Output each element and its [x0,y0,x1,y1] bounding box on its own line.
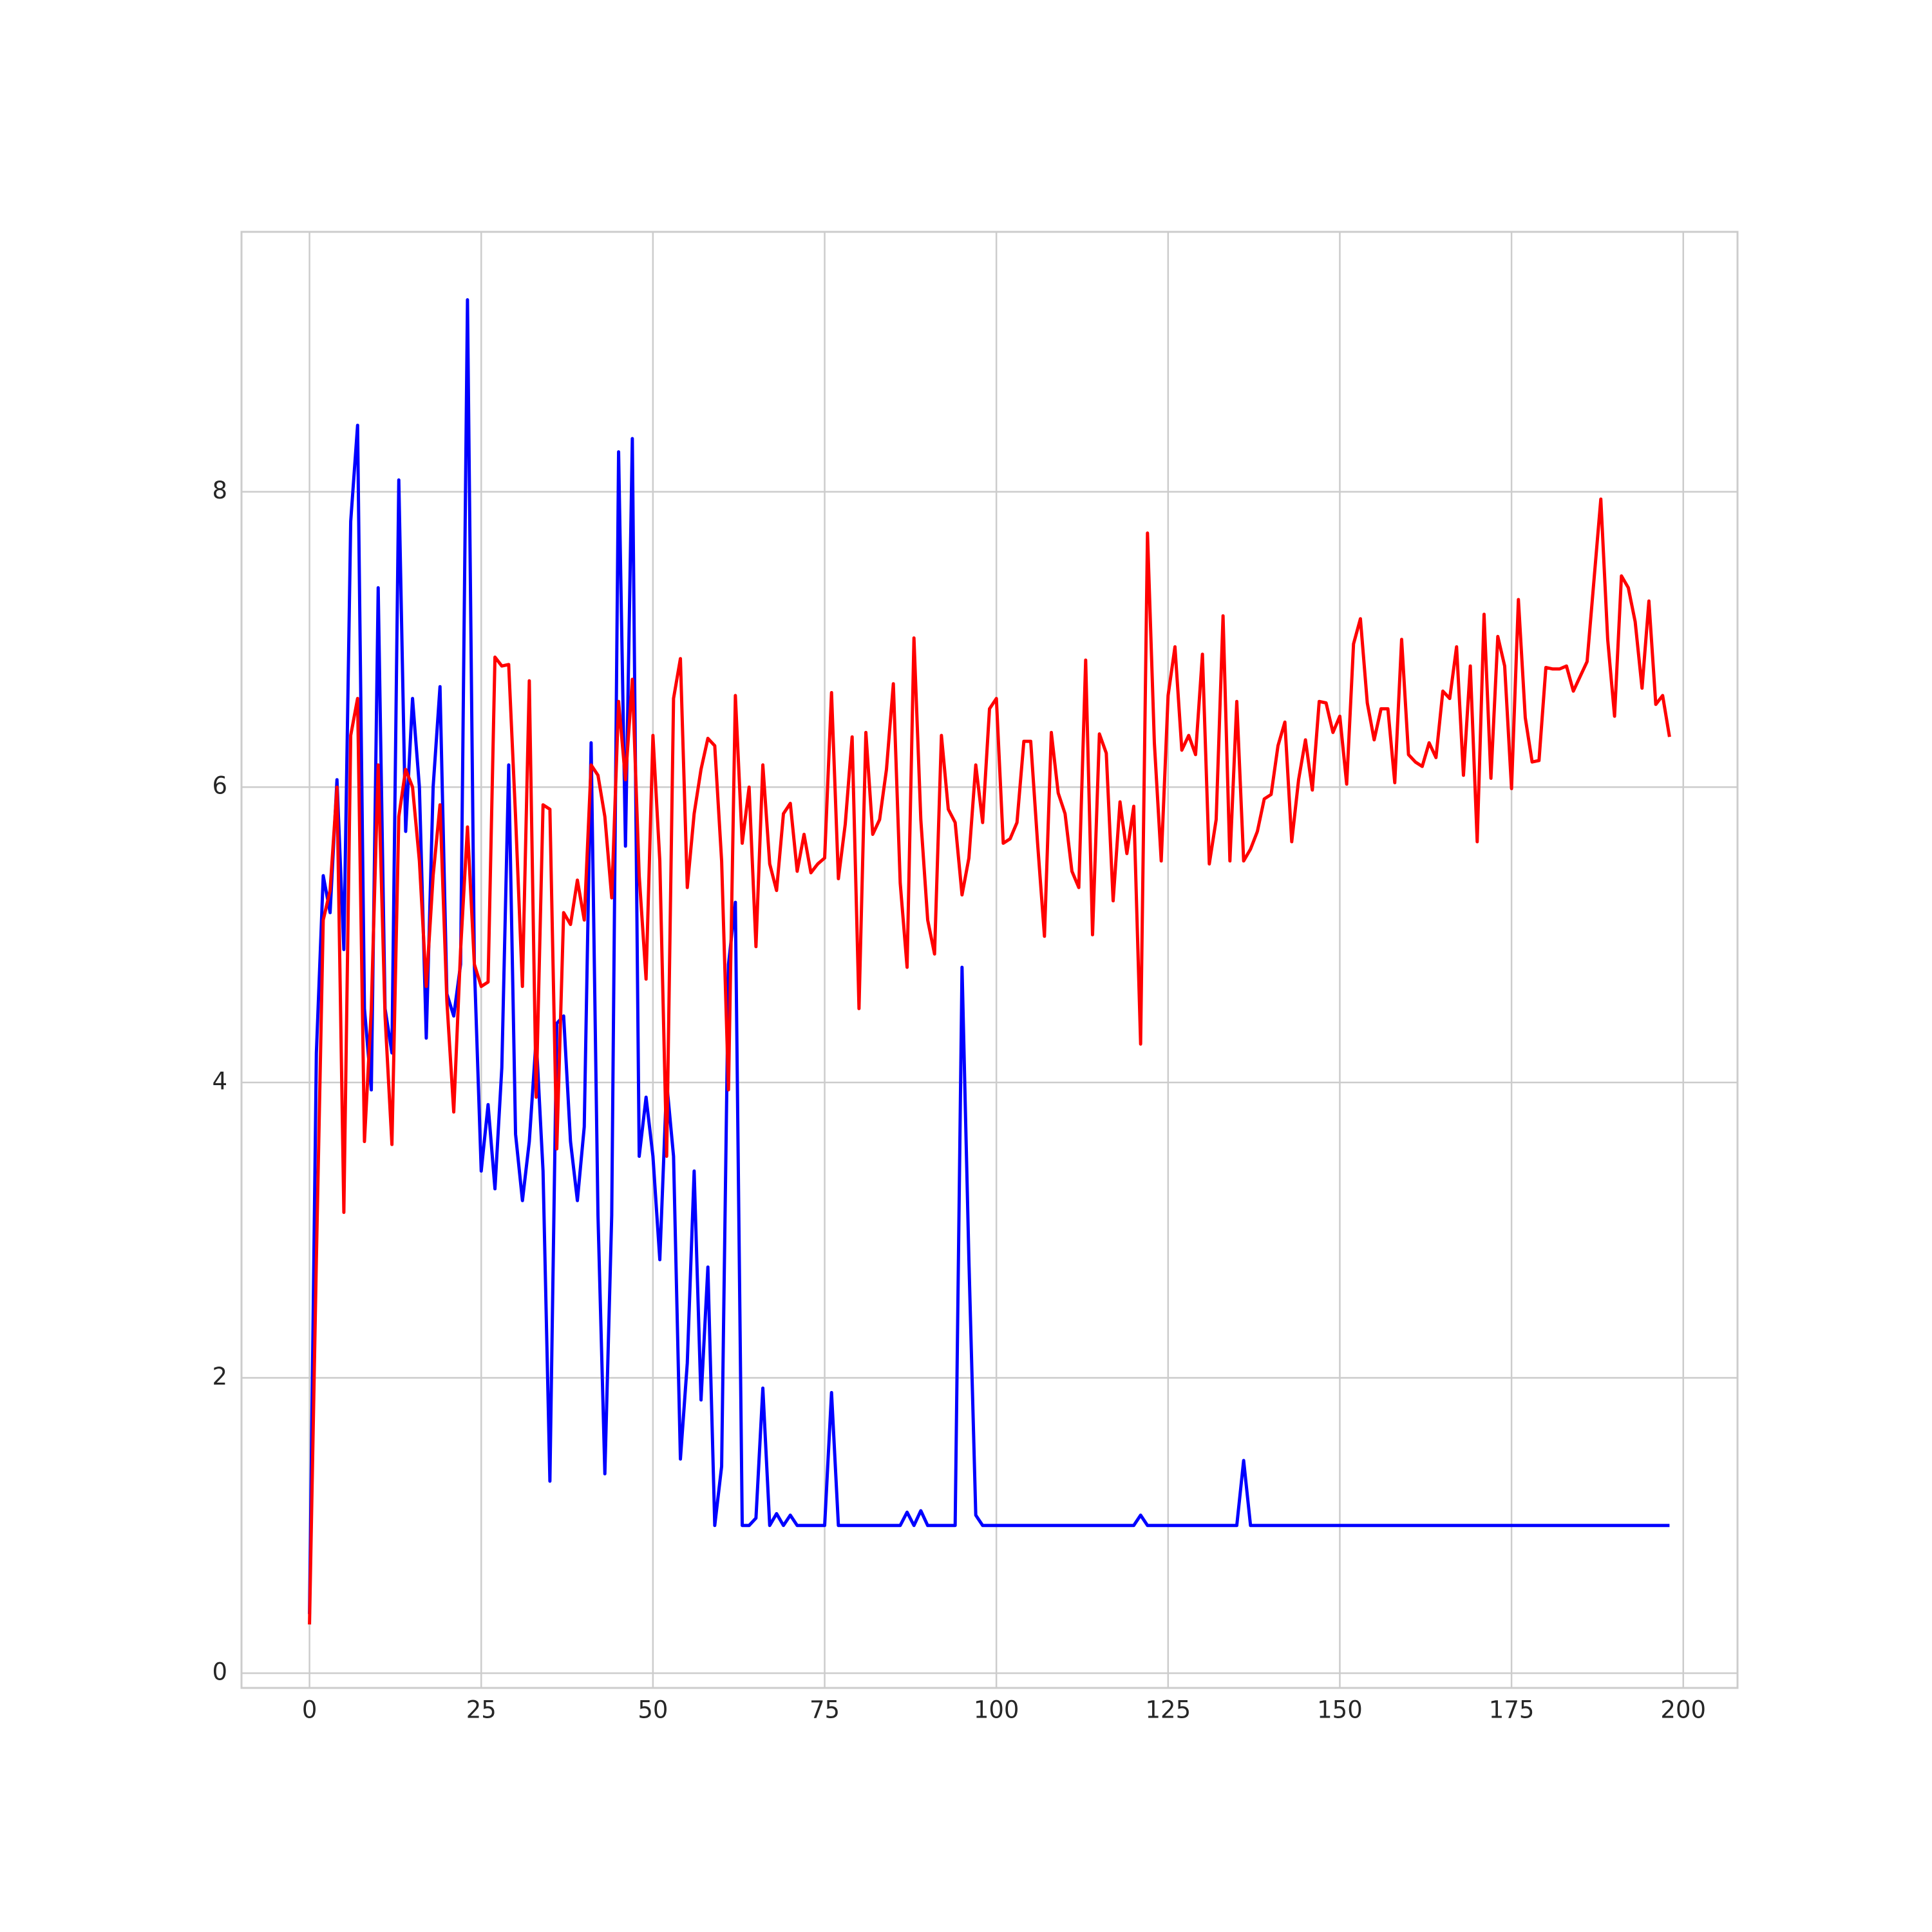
x-tick-label: 50 [638,1696,668,1724]
y-tick-label: 8 [212,477,227,504]
x-tick-label: 25 [466,1696,497,1724]
x-tick-label: 150 [1317,1696,1363,1724]
x-tick-label: 125 [1145,1696,1191,1724]
x-tick-label: 0 [302,1696,317,1724]
y-tick-label: 0 [212,1658,227,1686]
y-tick-label: 6 [212,772,227,800]
x-tick-label: 200 [1660,1696,1706,1724]
x-tick-label: 75 [810,1696,840,1724]
line-series [308,497,1671,1625]
x-tick-label: 100 [974,1696,1019,1724]
plot-frame [240,231,1739,1689]
y-tick-label: 2 [212,1363,227,1390]
x-tick-label: 175 [1489,1696,1535,1724]
y-tick-label: 4 [212,1067,227,1095]
